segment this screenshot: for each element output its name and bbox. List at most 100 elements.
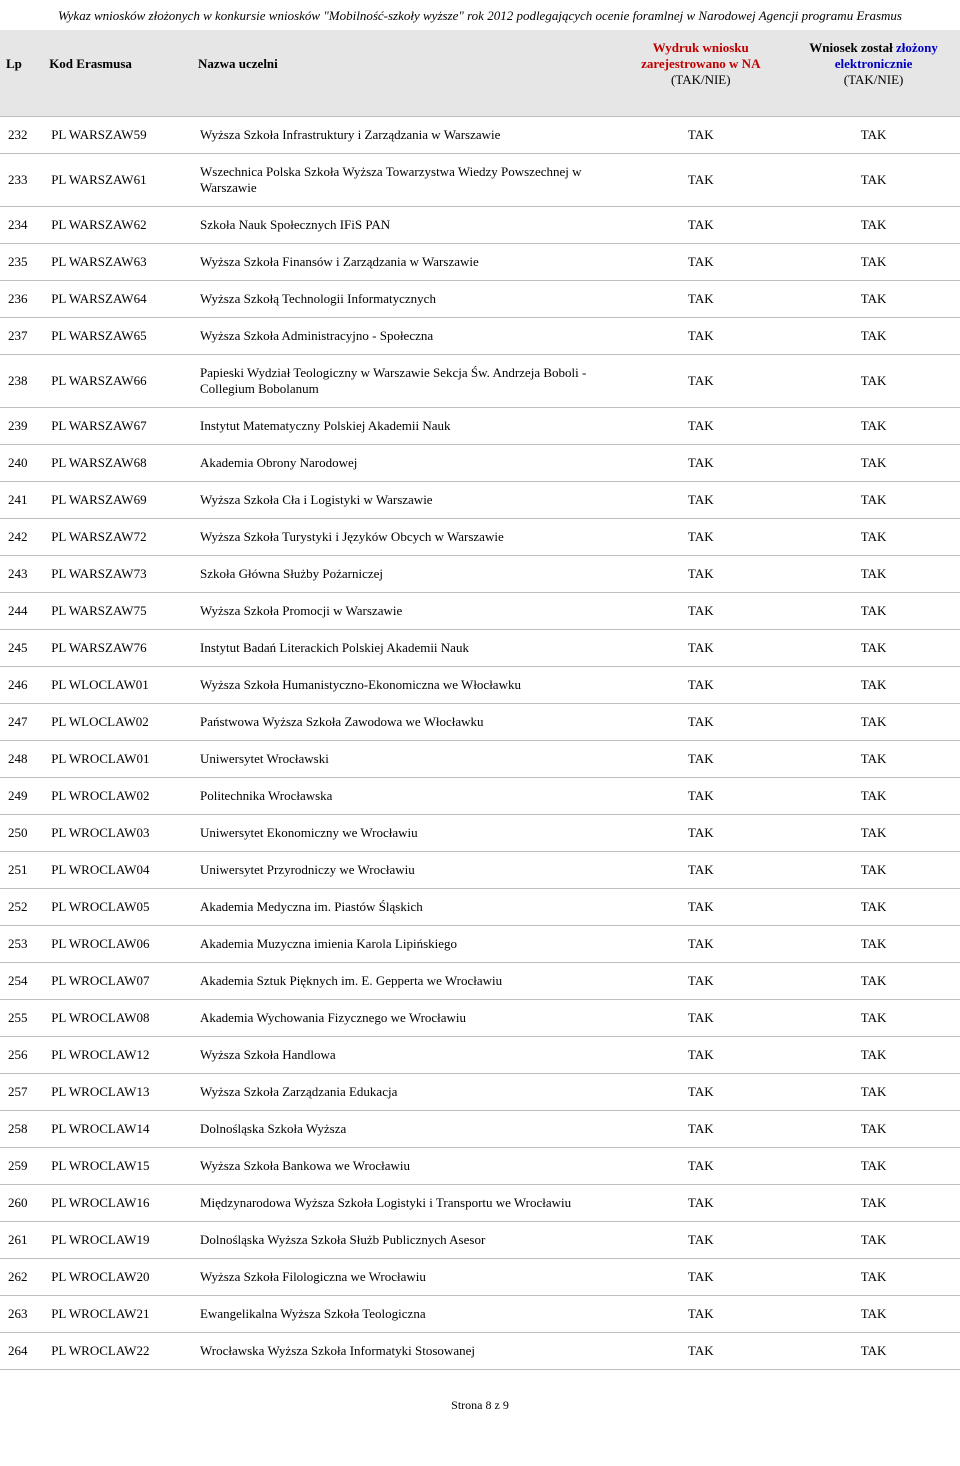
cell-lp: 238 xyxy=(0,354,43,407)
cell-lp: 258 xyxy=(0,1110,43,1147)
cell-c2: TAK xyxy=(787,814,960,851)
table-row: 256PL WROCLAW12Wyższa Szkoła HandlowaTAK… xyxy=(0,1036,960,1073)
table-row: 247PL WLOCLAW02Państwowa Wyższa Szkoła Z… xyxy=(0,703,960,740)
th-col2-line3: (TAK/NIE) xyxy=(793,72,954,88)
cell-lp: 245 xyxy=(0,629,43,666)
cell-c1: TAK xyxy=(614,317,787,354)
cell-c2: TAK xyxy=(787,1258,960,1295)
cell-name: Szkoła Główna Służby Pożarniczej xyxy=(192,555,614,592)
cell-c2: TAK xyxy=(787,925,960,962)
cell-c2: TAK xyxy=(787,703,960,740)
cell-c2: TAK xyxy=(787,777,960,814)
cell-lp: 240 xyxy=(0,444,43,481)
cell-code: PL WROCLAW05 xyxy=(43,888,192,925)
cell-code: PL WARSZAW73 xyxy=(43,555,192,592)
cell-c2: TAK xyxy=(787,1332,960,1369)
cell-c2: TAK xyxy=(787,481,960,518)
cell-lp: 233 xyxy=(0,153,43,206)
cell-c2: TAK xyxy=(787,206,960,243)
cell-c1: TAK xyxy=(614,777,787,814)
table-row: 254PL WROCLAW07Akademia Sztuk Pięknych i… xyxy=(0,962,960,999)
cell-name: Wyższa Szkoła Filologiczna we Wrocławiu xyxy=(192,1258,614,1295)
cell-c2: TAK xyxy=(787,153,960,206)
cell-c2: TAK xyxy=(787,1147,960,1184)
cell-code: PL WROCLAW02 xyxy=(43,777,192,814)
th-col2-line2: elektronicznie xyxy=(835,56,913,71)
cell-lp: 242 xyxy=(0,518,43,555)
cell-code: PL WARSZAW75 xyxy=(43,592,192,629)
th-col2: Wniosek został złożony elektronicznie (T… xyxy=(787,30,960,98)
th-col1-line2: zarejestrowano w NA xyxy=(641,56,760,71)
cell-lp: 257 xyxy=(0,1073,43,1110)
cell-name: Dolnośląska Szkoła Wyższa xyxy=(192,1110,614,1147)
cell-c1: TAK xyxy=(614,243,787,280)
cell-name: Szkoła Nauk Społecznych IFiS PAN xyxy=(192,206,614,243)
cell-c2: TAK xyxy=(787,354,960,407)
cell-name: Wszechnica Polska Szkoła Wyższa Towarzys… xyxy=(192,153,614,206)
table-header-row: Lp Kod Erasmusa Nazwa uczelni Wydruk wni… xyxy=(0,30,960,98)
table-row: 264PL WROCLAW22Wrocławska Wyższa Szkoła … xyxy=(0,1332,960,1369)
cell-c1: TAK xyxy=(614,354,787,407)
cell-lp: 254 xyxy=(0,962,43,999)
cell-code: PL WARSZAW62 xyxy=(43,206,192,243)
cell-name: Wyższa Szkoła Zarządzania Edukacja xyxy=(192,1073,614,1110)
cell-c1: TAK xyxy=(614,116,787,153)
cell-name: Wyższa Szkoła Finansów i Zarządzania w W… xyxy=(192,243,614,280)
cell-code: PL WARSZAW72 xyxy=(43,518,192,555)
cell-name: Ewangelikalna Wyższa Szkoła Teologiczna xyxy=(192,1295,614,1332)
cell-c2: TAK xyxy=(787,407,960,444)
cell-lp: 241 xyxy=(0,481,43,518)
table-row: 255PL WROCLAW08Akademia Wychowania Fizyc… xyxy=(0,999,960,1036)
table-row: 239PL WARSZAW67Instytut Matematyczny Pol… xyxy=(0,407,960,444)
cell-c2: TAK xyxy=(787,555,960,592)
cell-lp: 263 xyxy=(0,1295,43,1332)
table-row: 233PL WARSZAW61Wszechnica Polska Szkoła … xyxy=(0,153,960,206)
table-row: 250PL WROCLAW03Uniwersytet Ekonomiczny w… xyxy=(0,814,960,851)
cell-c1: TAK xyxy=(614,1295,787,1332)
cell-name: Akademia Obrony Narodowej xyxy=(192,444,614,481)
th-col2-line1: Wniosek został xyxy=(809,40,892,55)
cell-c1: TAK xyxy=(614,703,787,740)
th-col1: Wydruk wniosku zarejestrowano w NA (TAK/… xyxy=(614,30,787,98)
cell-code: PL WROCLAW20 xyxy=(43,1258,192,1295)
cell-name: Wyższa Szkoła Humanistyczno-Ekonomiczna … xyxy=(192,666,614,703)
data-table: Lp Kod Erasmusa Nazwa uczelni Wydruk wni… xyxy=(0,30,960,1370)
cell-c1: TAK xyxy=(614,407,787,444)
cell-lp: 234 xyxy=(0,206,43,243)
cell-name: Wyższa Szkoła Promocji w Warszawie xyxy=(192,592,614,629)
table-row: 243PL WARSZAW73Szkoła Główna Służby Poża… xyxy=(0,555,960,592)
cell-c2: TAK xyxy=(787,629,960,666)
cell-code: PL WROCLAW21 xyxy=(43,1295,192,1332)
cell-lp: 255 xyxy=(0,999,43,1036)
table-row: 262PL WROCLAW20Wyższa Szkoła Filologiczn… xyxy=(0,1258,960,1295)
cell-name: Instytut Matematyczny Polskiej Akademii … xyxy=(192,407,614,444)
cell-name: Wrocławska Wyższa Szkoła Informatyki Sto… xyxy=(192,1332,614,1369)
cell-c1: TAK xyxy=(614,1110,787,1147)
cell-lp: 232 xyxy=(0,116,43,153)
cell-lp: 247 xyxy=(0,703,43,740)
table-row: 245PL WARSZAW76Instytut Badań Literackic… xyxy=(0,629,960,666)
cell-code: PL WROCLAW07 xyxy=(43,962,192,999)
cell-c1: TAK xyxy=(614,1147,787,1184)
cell-c2: TAK xyxy=(787,1295,960,1332)
cell-c1: TAK xyxy=(614,280,787,317)
cell-c2: TAK xyxy=(787,280,960,317)
cell-name: Politechnika Wrocławska xyxy=(192,777,614,814)
cell-lp: 251 xyxy=(0,851,43,888)
table-row: 253PL WROCLAW06Akademia Muzyczna imienia… xyxy=(0,925,960,962)
table-row: 249PL WROCLAW02Politechnika WrocławskaTA… xyxy=(0,777,960,814)
th-col1-line3: (TAK/NIE) xyxy=(620,72,781,88)
cell-code: PL WROCLAW08 xyxy=(43,999,192,1036)
cell-code: PL WROCLAW22 xyxy=(43,1332,192,1369)
cell-c2: TAK xyxy=(787,1184,960,1221)
cell-c2: TAK xyxy=(787,444,960,481)
table-row: 237PL WARSZAW65Wyższa Szkoła Administrac… xyxy=(0,317,960,354)
cell-c1: TAK xyxy=(614,1221,787,1258)
cell-c1: TAK xyxy=(614,481,787,518)
table-row: 246PL WLOCLAW01Wyższa Szkoła Humanistycz… xyxy=(0,666,960,703)
cell-name: Wyższa Szkołą Technologii Informatycznyc… xyxy=(192,280,614,317)
cell-name: Akademia Medyczna im. Piastów Śląskich xyxy=(192,888,614,925)
table-row: 236PL WARSZAW64Wyższa Szkołą Technologii… xyxy=(0,280,960,317)
cell-lp: 259 xyxy=(0,1147,43,1184)
page-footer: Strona 8 z 9 xyxy=(0,1370,960,1423)
